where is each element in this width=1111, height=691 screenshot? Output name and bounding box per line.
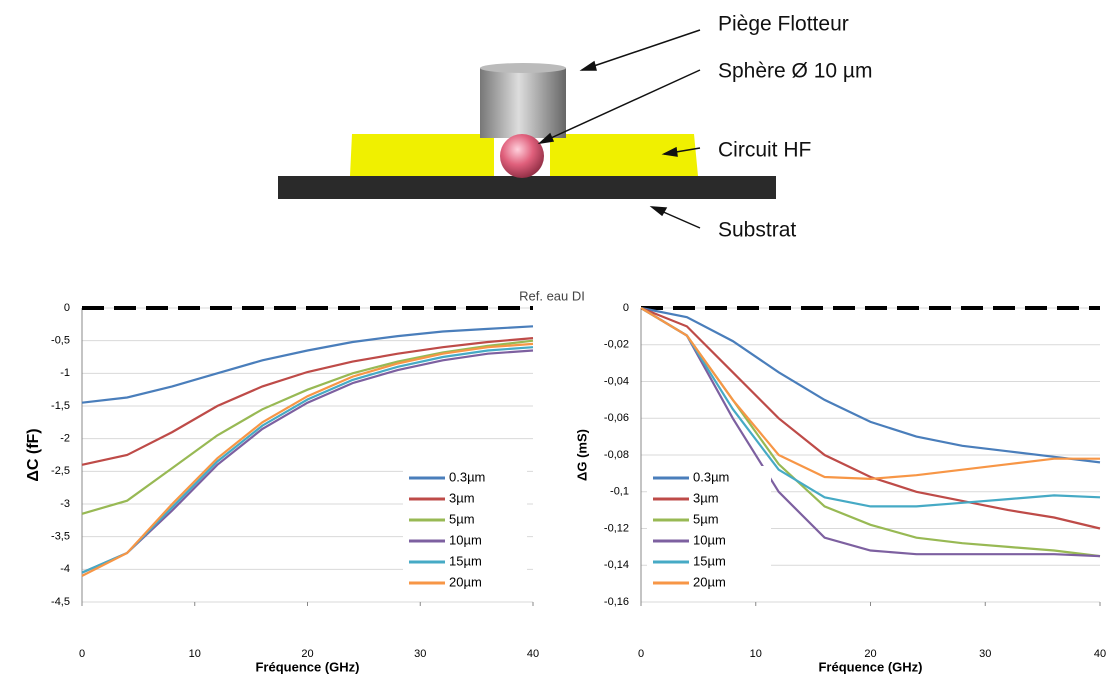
legend-label: 0.3µm — [693, 469, 729, 484]
substrate — [278, 176, 776, 199]
x-axis-label: Fréquence (GHz) — [818, 659, 922, 674]
legend-label: 20µm — [693, 574, 726, 589]
series-line — [640, 306, 1101, 464]
y-tick-label: -2,5 — [51, 465, 70, 477]
y-tick-label: -3,5 — [51, 531, 70, 543]
y-tick-label: -3 — [60, 498, 70, 510]
y-tick-label: -0,06 — [604, 412, 629, 424]
legend-label: 5µm — [693, 511, 719, 526]
annotation: Ref. eau DI — [519, 288, 585, 303]
series-line — [640, 307, 1101, 508]
circuit-left — [350, 134, 494, 176]
x-tick-label: 40 — [527, 648, 539, 660]
series-line — [81, 325, 534, 404]
series-line — [81, 339, 534, 515]
legend-label: 3µm — [693, 490, 719, 505]
x-tick-label: 0 — [79, 648, 85, 660]
legend-label: 10µm — [449, 532, 482, 547]
y-axis-label: ΔC (fF) — [25, 428, 42, 481]
y-tick-label: -0,02 — [604, 339, 629, 351]
x-tick-label: 20 — [301, 648, 313, 660]
trap-cylinder — [480, 68, 566, 138]
y-tick-label: 0 — [623, 302, 629, 314]
y-axis-label: ΔG (mS) — [574, 429, 589, 481]
legend-box — [403, 466, 527, 596]
y-tick-label: -1 — [60, 367, 70, 379]
y-tick-label: -0,12 — [604, 522, 629, 534]
legend-label: 15µm — [693, 553, 726, 568]
circuit-right — [550, 134, 698, 176]
legend-label: 20µm — [449, 574, 482, 589]
trap-top — [480, 63, 566, 73]
legend-label: 10µm — [693, 532, 726, 547]
series-line — [640, 306, 1101, 530]
legend-box — [647, 466, 771, 596]
y-tick-label: 0 — [64, 302, 70, 314]
x-axis-label: Fréquence (GHz) — [255, 659, 359, 674]
x-tick-label: 40 — [1094, 648, 1106, 660]
x-tick-label: 10 — [750, 648, 762, 660]
y-tick-label: -0,1 — [610, 486, 629, 498]
series-line — [640, 307, 1100, 481]
diagram: Piège Flotteur Sphère Ø 10 µm Circuit HF… — [278, 13, 873, 242]
sphere — [500, 134, 544, 178]
y-tick-label: -1,5 — [51, 400, 70, 412]
x-tick-label: 10 — [189, 648, 201, 660]
x-tick-label: 30 — [979, 648, 991, 660]
arrows — [537, 29, 701, 229]
series-line — [81, 337, 534, 466]
diagram-label: Piège Flotteur — [718, 13, 849, 36]
y-tick-label: -0,5 — [51, 335, 70, 347]
x-tick-label: 30 — [414, 648, 426, 660]
legend-label: 0.3µm — [449, 469, 485, 484]
legend-label: 15µm — [449, 553, 482, 568]
y-tick-label: -0,08 — [604, 449, 629, 461]
x-tick-label: 0 — [638, 648, 644, 660]
series-line — [81, 346, 534, 574]
series-line — [81, 342, 534, 577]
legend-label: 3µm — [449, 490, 475, 505]
series-line — [640, 307, 1101, 558]
x-tick-label: 20 — [864, 648, 876, 660]
y-tick-label: -4,5 — [51, 596, 70, 608]
y-tick-label: -4 — [60, 563, 70, 575]
series-line — [81, 349, 534, 574]
y-tick-label: -2 — [60, 433, 70, 445]
legend-label: 5µm — [449, 511, 475, 526]
y-tick-label: -0,16 — [604, 596, 629, 608]
y-tick-label: -0,04 — [604, 375, 629, 387]
diagram-label: Circuit HF — [718, 139, 811, 162]
y-tick-label: -0,14 — [604, 559, 629, 571]
diagram-label: Sphère Ø 10 µm — [718, 60, 873, 83]
diagram-label: Substrat — [718, 219, 796, 242]
